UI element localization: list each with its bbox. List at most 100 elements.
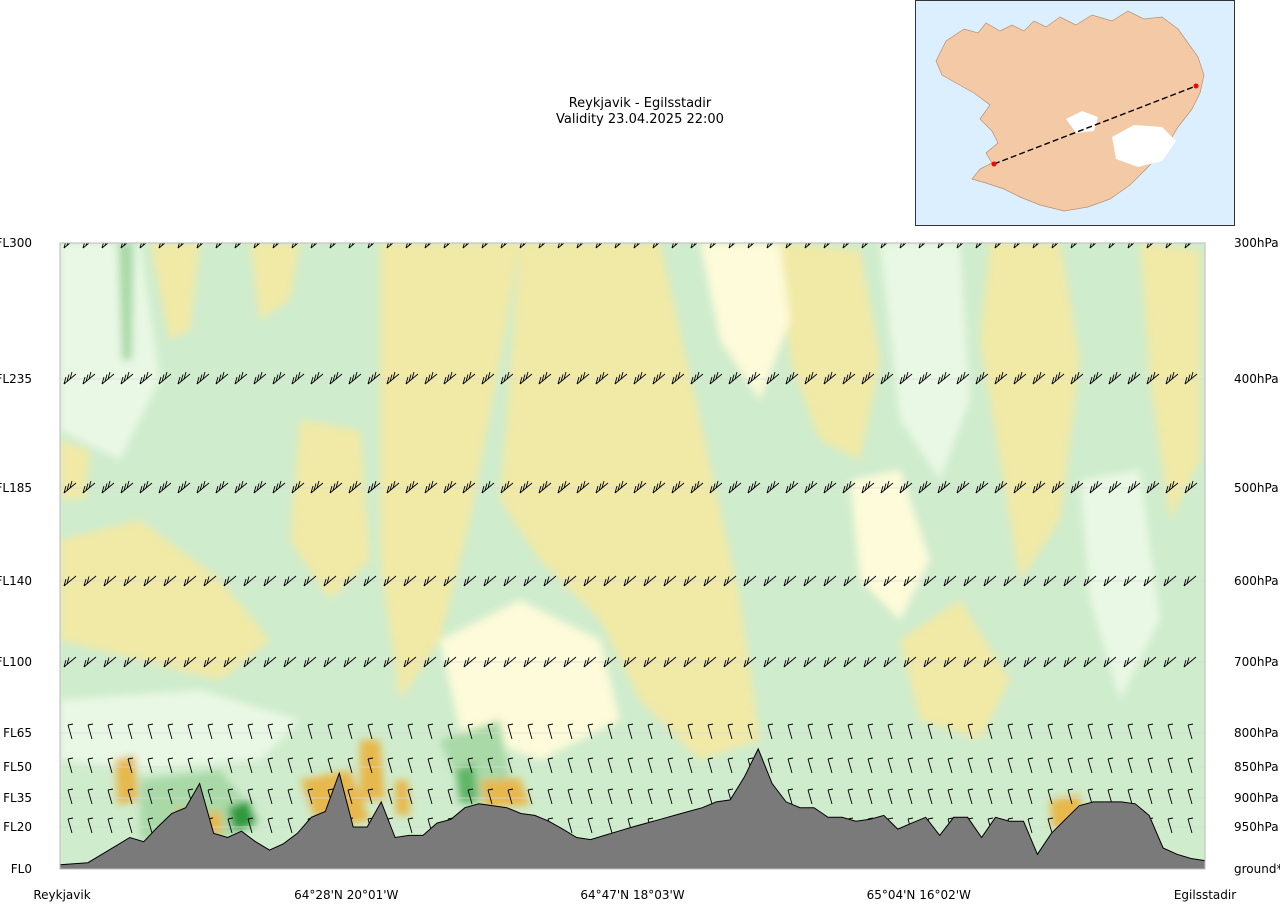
- wind-barb: [307, 757, 314, 774]
- field-band: [880, 243, 970, 480]
- left-tick-label: FL65: [3, 726, 32, 740]
- wind-barb: [543, 656, 557, 668]
- field-band: [900, 600, 1010, 740]
- wind-barb: [447, 723, 454, 740]
- wind-barb: [903, 575, 917, 587]
- wind-barb: [627, 788, 634, 805]
- field-band: [850, 470, 930, 620]
- wind-barb: [177, 243, 185, 249]
- wind-barb: [87, 817, 94, 834]
- wind-barb: [387, 757, 394, 774]
- wind-barb: [804, 243, 812, 249]
- wind-barb: [1167, 757, 1174, 774]
- wind-barb: [427, 723, 434, 740]
- wind-barb: [1007, 788, 1014, 805]
- cloud-field: [60, 243, 1200, 850]
- wind-barb: [386, 480, 400, 494]
- wind-barb: [329, 243, 337, 249]
- wind-barb: [1027, 817, 1034, 834]
- wind-barb: [1127, 371, 1141, 385]
- wind-barb: [899, 480, 913, 494]
- wind-barb: [543, 575, 557, 587]
- wind-barb: [253, 371, 267, 385]
- field-band: [290, 420, 370, 600]
- wind-barb: [507, 723, 514, 740]
- wind-barb: [1123, 575, 1137, 587]
- wind-barb: [743, 656, 757, 668]
- wind-barb: [587, 757, 594, 774]
- wind-barb: [623, 575, 637, 587]
- wind-barb: [348, 480, 362, 494]
- right-tick-label: 600hPa: [1234, 574, 1279, 588]
- wind-barb: [1067, 723, 1074, 740]
- left-tick-label: FL50: [3, 760, 32, 774]
- wind-barb: [187, 757, 194, 774]
- wind-barb: [387, 788, 394, 805]
- wind-barb: [707, 757, 714, 774]
- wind-barb: [343, 575, 357, 587]
- wind-barb: [327, 757, 334, 774]
- wind-barb: [783, 575, 797, 587]
- x-tick-label: 65°04'N 16°02'W: [867, 888, 971, 902]
- wind-barb: [481, 480, 495, 494]
- wind-barb: [329, 371, 343, 385]
- wind-barb: [63, 371, 77, 385]
- wind-barb: [728, 480, 742, 494]
- wind-barb: [557, 480, 571, 494]
- wind-barb: [728, 371, 742, 385]
- wind-barb: [918, 480, 932, 494]
- wind-barb: [139, 480, 153, 494]
- wind-barb: [633, 480, 647, 494]
- wind-barb: [367, 371, 381, 385]
- x-tick-label: Reykjavik: [33, 888, 90, 902]
- wind-barb: [690, 480, 704, 494]
- wind-barb: [363, 575, 377, 587]
- wind-barb: [487, 788, 494, 805]
- wind-barb: [557, 371, 571, 385]
- wind-barb: [652, 371, 666, 385]
- wind-barb: [607, 788, 614, 805]
- wind-barb: [187, 723, 194, 740]
- wind-barb: [67, 817, 74, 834]
- field-band: [440, 600, 620, 760]
- wind-barb: [861, 371, 875, 385]
- wind-barb: [67, 788, 74, 805]
- wind-barb: [576, 480, 590, 494]
- wind-barb: [87, 757, 94, 774]
- wind-barb: [127, 788, 134, 805]
- wind-barb: [956, 480, 970, 494]
- wind-barb: [766, 480, 780, 494]
- wind-barb: [310, 243, 318, 249]
- wind-barb: [267, 817, 274, 834]
- wind-barb: [547, 757, 554, 774]
- wind-barb: [687, 788, 694, 805]
- wind-barb: [1165, 243, 1173, 249]
- wind-barb: [120, 480, 134, 494]
- wind-barb: [1051, 371, 1065, 385]
- left-tick-label: FL300: [0, 236, 32, 250]
- wind-barb: [643, 575, 657, 587]
- wind-barb: [1051, 480, 1065, 494]
- wind-barb: [587, 788, 594, 805]
- wind-barb: [423, 575, 437, 587]
- wind-barb: [283, 575, 297, 587]
- wind-barb: [227, 723, 234, 740]
- wind-barb: [880, 480, 894, 494]
- wind-barb: [247, 757, 254, 774]
- wind-barb: [83, 575, 97, 587]
- wind-barb: [576, 371, 590, 385]
- wind-barb: [847, 757, 854, 774]
- wind-barb: [557, 243, 565, 249]
- route-line: [993, 85, 1197, 165]
- x-axis-locations: Reykjavik 64°28'N 20°01'W 64°47'N 18°03'W 6…: [33, 888, 1236, 902]
- wind-barb: [103, 656, 117, 668]
- wind-barb: [1165, 480, 1179, 494]
- wind-barb: [463, 575, 477, 587]
- wind-barb: [348, 243, 356, 249]
- validity-label: Validity 23.04.2025 22:00: [556, 112, 724, 127]
- wind-barb: [687, 723, 694, 740]
- field-band: [980, 243, 1080, 580]
- wind-barb: [887, 757, 894, 774]
- wind-barb: [143, 656, 157, 668]
- wind-barb: [787, 723, 794, 740]
